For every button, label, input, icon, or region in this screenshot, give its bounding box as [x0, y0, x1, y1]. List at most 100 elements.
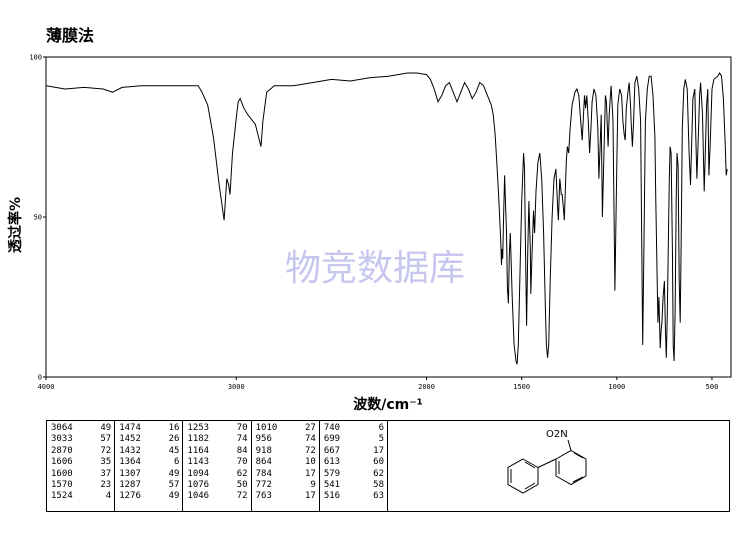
peak-transmittance: 72 — [304, 445, 316, 456]
peak-wavenumber: 1276 — [119, 491, 141, 502]
peak-row: 1010 27 — [256, 423, 316, 434]
peak-row: 956 74 — [256, 434, 316, 445]
peak-row: 1094 62 — [187, 469, 247, 480]
peak-wavenumber: 3033 — [51, 434, 73, 445]
peak-wavenumber: 1182 — [187, 434, 210, 445]
peak-table-column: 1474 16 1452 26 1432 45 1364 6 1307 49 1287 57 1276 4… — [115, 421, 184, 511]
peak-row: 1474 16 — [119, 423, 179, 434]
peak-row: 667 17 — [324, 446, 384, 457]
peak-row: 699 5 — [324, 434, 384, 445]
peak-table-column: 3064 49 3033 57 2870 72 1606 35 1600 37 1570 23 1524… — [47, 421, 116, 511]
peak-row: 1076 50 — [187, 480, 247, 491]
peak-wavenumber: 1524 — [51, 491, 73, 502]
peak-wavenumber: 1143 — [187, 457, 210, 468]
peak-transmittance: 57 — [100, 434, 112, 445]
peak-wavenumber: 763 — [255, 491, 272, 502]
x-tick-label: 4000 — [38, 383, 55, 391]
peak-transmittance: 58 — [373, 480, 385, 491]
peak-wavenumber: 3064 — [51, 423, 73, 433]
peak-row: 579 62 — [324, 469, 384, 480]
x-tick-label: 2000 — [418, 383, 435, 391]
peak-row: 763 17 — [256, 491, 316, 502]
peak-transmittance: 23 — [100, 480, 112, 491]
peak-row: 772 9 — [256, 480, 316, 491]
y-axis-title: 透过率% — [7, 197, 24, 253]
ir-spectrum-chart: 4000 3000 2000 1500 1000 500 0 50 100 物竞数据库 波数/… — [7, 54, 732, 413]
peak-wavenumber: 1287 — [119, 480, 141, 491]
peak-transmittance: 70 — [236, 457, 248, 468]
y-tick-label: 0 — [38, 374, 42, 382]
peak-wavenumber: 1600 — [51, 468, 73, 479]
peak-wavenumber: 1606 — [51, 457, 73, 468]
peak-table: 3064 49 3033 57 2870 72 1606 35 1600 37 1570 23 1524… — [46, 420, 388, 512]
peak-transmittance: 72 — [236, 491, 248, 502]
peak-wavenumber: 1046 — [187, 491, 210, 502]
peak-row: 1276 49 — [119, 491, 179, 502]
structure-panel: O2N — [388, 420, 730, 512]
x-tick-label: 3000 — [228, 383, 245, 391]
peak-row: 740 6 — [324, 423, 384, 434]
plot-frame — [45, 56, 732, 378]
peak-transmittance: 16 — [168, 423, 180, 433]
peak-wavenumber: 541 — [323, 480, 341, 491]
peak-wavenumber: 1253 — [187, 423, 210, 433]
peak-row: 541 58 — [324, 480, 384, 491]
peak-transmittance: 62 — [373, 468, 385, 479]
peak-wavenumber: 956 — [255, 434, 272, 445]
peak-row: 864 10 — [256, 457, 316, 468]
peak-wavenumber: 579 — [323, 468, 341, 479]
peak-row: 1164 84 — [187, 446, 247, 457]
peak-transmittance: 84 — [236, 445, 248, 456]
peak-row: 1307 49 — [119, 469, 179, 480]
peak-row: 1287 57 — [119, 480, 179, 491]
peak-transmittance: 26 — [168, 434, 180, 445]
peak-wavenumber: 1010 — [255, 423, 278, 433]
peak-wavenumber: 613 — [323, 457, 341, 468]
peak-transmittance: 49 — [100, 423, 112, 433]
peak-transmittance: 72 — [100, 445, 112, 456]
peak-transmittance: 60 — [373, 457, 385, 468]
peak-transmittance: 6 — [173, 457, 180, 468]
peak-wavenumber: 740 — [323, 423, 341, 433]
peak-transmittance: 62 — [236, 468, 248, 479]
watermark: 物竞数据库 — [285, 248, 465, 289]
peak-row: 1046 72 — [187, 491, 247, 502]
peak-wavenumber: 1570 — [51, 480, 73, 491]
peak-transmittance: 49 — [168, 468, 180, 479]
peak-transmittance: 27 — [304, 423, 316, 433]
peak-table-column: 1253 70 1182 74 1164 84 1143 70 1094 62 1076 50 1046… — [183, 421, 252, 511]
peak-wavenumber: 2870 — [51, 445, 73, 456]
peak-row: 1600 37 — [51, 469, 111, 480]
peak-transmittance: 57 — [168, 480, 180, 491]
peak-wavenumber: 1094 — [187, 468, 210, 479]
x-tick-label: 500 — [706, 383, 719, 391]
peak-row: 3033 57 — [51, 434, 111, 445]
peak-wavenumber: 516 — [323, 491, 341, 502]
peak-transmittance: 5 — [378, 434, 385, 445]
peak-row: 1182 74 — [187, 434, 247, 445]
peak-transmittance: 17 — [304, 491, 316, 502]
peak-row: 918 72 — [256, 446, 316, 457]
peak-transmittance: 74 — [304, 434, 316, 445]
peak-wavenumber: 699 — [323, 434, 341, 445]
peak-table-column: 740 6 699 5 667 17 613 60 579 62 541 58 516 63 — [320, 421, 387, 511]
x-tick-label: 1000 — [608, 383, 625, 391]
x-tick-label: 1500 — [513, 383, 530, 391]
peak-wavenumber: 1076 — [187, 480, 210, 491]
2-nitrobiphenyl-structure: O2N — [507, 429, 587, 494]
peak-row: 1524 4 — [51, 491, 111, 502]
peak-row: 1452 26 — [119, 434, 179, 445]
peak-wavenumber: 1452 — [119, 434, 141, 445]
peak-transmittance: 35 — [100, 457, 112, 468]
peak-wavenumber: 1432 — [119, 445, 141, 456]
transmittance-series-line — [45, 72, 728, 365]
peak-row: 3064 49 — [51, 423, 111, 434]
peak-wavenumber: 667 — [323, 445, 341, 456]
peak-transmittance: 10 — [304, 457, 316, 468]
nitro-group-label: O2N — [546, 429, 568, 440]
peak-row: 2870 72 — [51, 446, 111, 457]
peak-table-column: 1010 27 956 74 918 72 864 10 784 17 772 9 763 17 — [252, 421, 320, 511]
peak-wavenumber: 1164 — [187, 445, 210, 456]
x-axis-title: 波数/cm⁻¹ — [353, 396, 423, 413]
peak-row: 1570 23 — [51, 480, 111, 491]
